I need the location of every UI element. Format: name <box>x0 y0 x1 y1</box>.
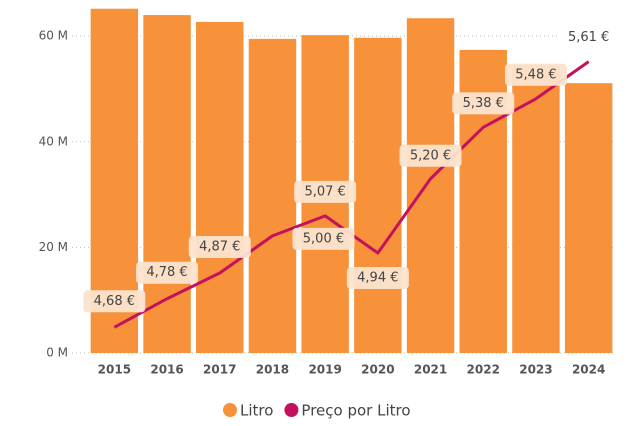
x-tick-label: 2016 <box>150 363 183 377</box>
data-label-text: 4,78 € <box>146 265 187 280</box>
y-tick-label: 0 M <box>46 346 68 360</box>
data-label-box <box>83 290 146 313</box>
data-label: 5,20 € <box>399 144 462 167</box>
legend-swatch <box>284 403 299 417</box>
data-label-box <box>294 180 357 203</box>
data-label-text: 5,00 € <box>303 231 344 246</box>
data-label-box <box>557 26 620 49</box>
data-label: 4,78 € <box>136 261 199 284</box>
x-tick-label: 2020 <box>361 363 394 377</box>
data-label: 5,38 € <box>452 92 515 115</box>
x-tick-label: 2021 <box>414 363 447 377</box>
data-label-box <box>452 92 515 115</box>
data-label-box <box>136 261 199 284</box>
bar <box>248 38 297 354</box>
x-tick-label: 2022 <box>467 363 500 377</box>
data-label: 5,61 € <box>557 26 620 49</box>
data-label-text: 4,94 € <box>357 271 398 286</box>
legend-label: Litro <box>240 402 273 420</box>
bar <box>564 83 613 353</box>
data-label-box <box>188 236 251 259</box>
data-label: 5,00 € <box>292 227 355 250</box>
data-label: 4,87 € <box>188 236 251 259</box>
data-label-box <box>346 267 409 290</box>
data-label: 4,68 € <box>83 290 146 313</box>
x-tick-label: 2015 <box>98 363 131 377</box>
legend: Litro Preço por Litro <box>223 402 411 420</box>
data-label-text: 4,68 € <box>94 294 135 309</box>
y-tick-label: 40 M <box>39 134 68 148</box>
data-label-box <box>292 227 355 250</box>
x-tick-label: 2019 <box>308 363 341 377</box>
y-tick-label: 20 M <box>39 240 68 254</box>
bar <box>512 65 560 354</box>
bar <box>143 15 191 353</box>
legend-swatch <box>223 403 237 417</box>
data-label: 5,07 € <box>294 180 357 203</box>
data-label-box <box>399 144 462 167</box>
data-label-text: 5,61 € <box>568 30 609 45</box>
x-tick-label: 2017 <box>203 363 236 377</box>
bar <box>406 18 455 353</box>
bar <box>196 21 244 354</box>
data-label: 5,48 € <box>504 63 567 86</box>
legend-label: Preço por Litro <box>301 402 410 420</box>
data-label-text: 5,20 € <box>410 148 451 163</box>
y-tick-label: 60 M <box>39 29 68 43</box>
x-tick-label: 2018 <box>256 363 289 377</box>
x-tick-label: 2023 <box>519 363 552 377</box>
data-label-text: 5,38 € <box>463 96 504 111</box>
x-tick-label: 2024 <box>572 363 605 377</box>
data-label-text: 4,87 € <box>199 240 240 255</box>
data-label-box <box>504 63 567 86</box>
bar <box>354 37 402 354</box>
data-label: 4,94 € <box>346 267 409 290</box>
data-label-text: 5,48 € <box>515 67 556 82</box>
data-label-text: 5,07 € <box>304 184 345 199</box>
